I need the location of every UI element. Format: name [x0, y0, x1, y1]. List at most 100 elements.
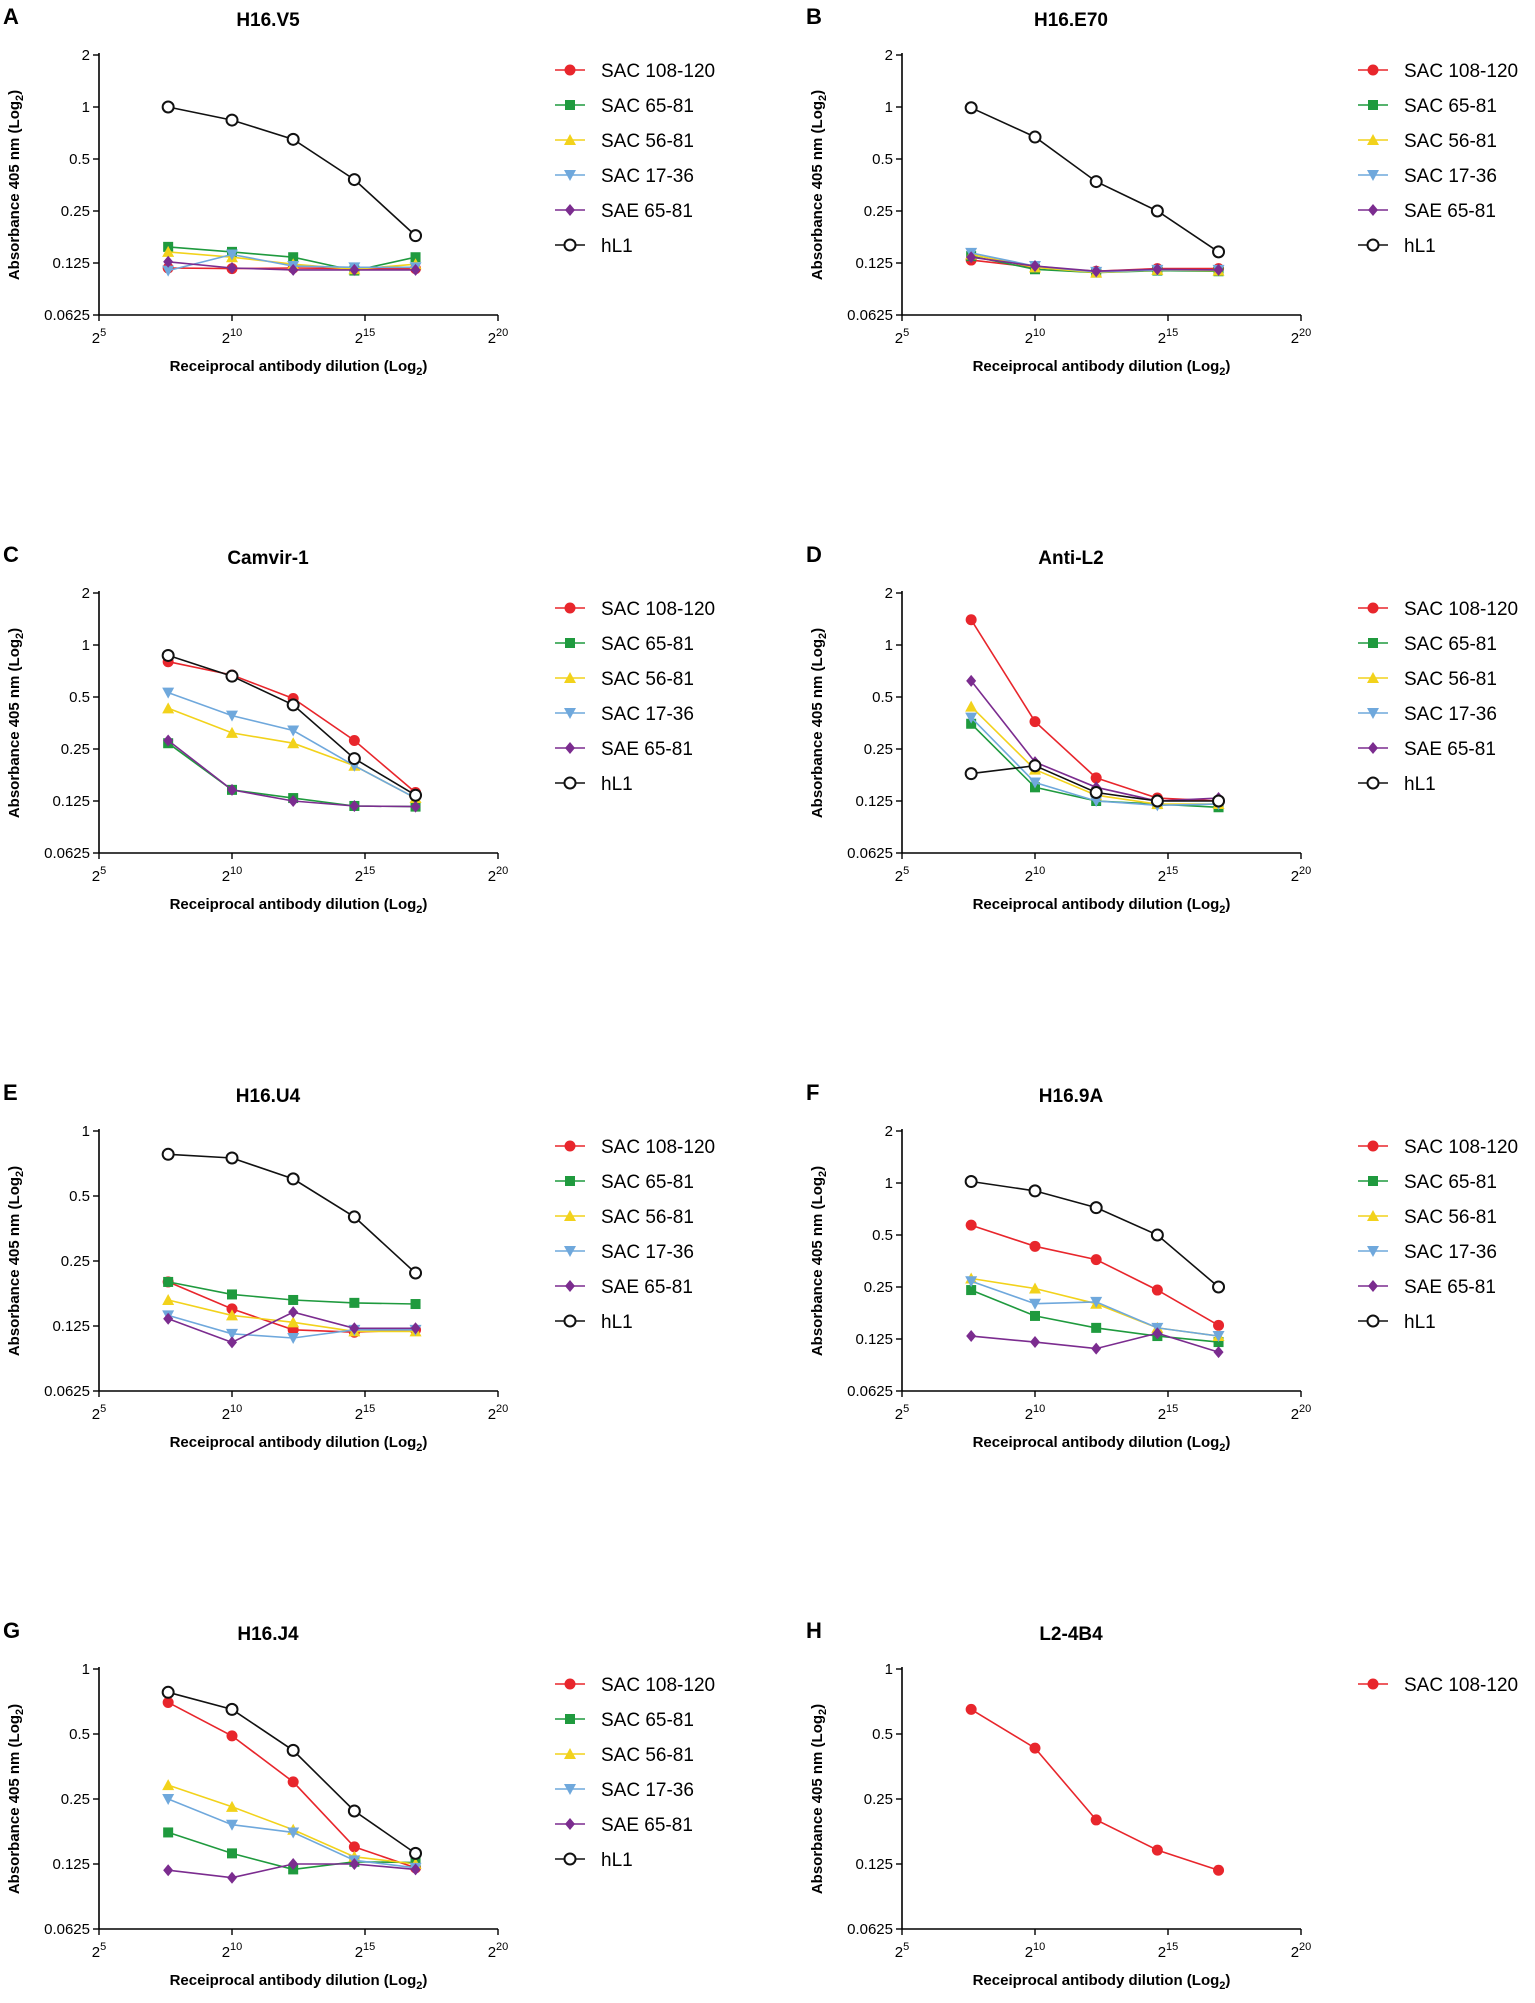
- y-tick-label: 0.5: [872, 689, 893, 706]
- data-point: [226, 1309, 238, 1321]
- legend-item-sac-56-81: SAC 56-81: [1358, 669, 1497, 690]
- panel-letter: B: [806, 4, 822, 29]
- y-tick-label: 0.125: [52, 1318, 90, 1335]
- legend-marker: [563, 1314, 577, 1328]
- data-point: [227, 261, 237, 274]
- legend-marker: [563, 1852, 577, 1866]
- y-tick-label: 0.5: [69, 689, 90, 706]
- legend-item-sac-65-81: SAC 65-81: [1358, 634, 1497, 655]
- legend-marker: [564, 1140, 576, 1152]
- chart-title: L2-4B4: [1039, 1624, 1103, 1645]
- y-axis-label: Absorbance 405 nm (Log2): [6, 1166, 26, 1356]
- data-point: [226, 249, 238, 261]
- data-point: [347, 752, 361, 766]
- legend-label: SAE 65-81: [1404, 201, 1496, 222]
- legend-item-sac-108-120: SAC 108-120: [1358, 599, 1518, 620]
- legend-label: SAE 65-81: [601, 201, 693, 222]
- data-point: [163, 255, 174, 268]
- legend-item-hl1: hL1: [555, 1312, 633, 1333]
- series-sac-108-120: [965, 1219, 1225, 1331]
- legend-marker: [1368, 1176, 1378, 1186]
- data-point: [287, 1776, 299, 1788]
- data-point: [410, 1322, 421, 1335]
- data-point: [1212, 245, 1226, 259]
- legend-label: SAC 56-81: [601, 1207, 694, 1228]
- data-point: [964, 101, 978, 115]
- series-hl1: [161, 648, 423, 802]
- legend-item-sac-17-36: SAC 17-36: [555, 704, 694, 725]
- y-tick-label: 0.5: [69, 1188, 90, 1205]
- data-point: [1029, 777, 1041, 789]
- legend-label: SAC 65-81: [1404, 96, 1497, 117]
- y-tick-label: 0.5: [69, 151, 90, 168]
- series-line: [167, 1784, 416, 1865]
- legend-marker: [1367, 1140, 1379, 1152]
- y-axis-label: Absorbance 405 nm (Log2): [809, 90, 829, 280]
- y-tick-label: 2: [885, 585, 893, 602]
- data-point: [287, 1316, 300, 1328]
- x-tick-label: 215: [1158, 865, 1179, 885]
- x-tick-label: 210: [222, 1403, 243, 1423]
- legend-label: hL1: [1404, 774, 1436, 795]
- data-point: [1029, 1282, 1041, 1294]
- data-point: [349, 1297, 360, 1308]
- y-tick-label: 0.5: [69, 1726, 90, 1743]
- legend-label: hL1: [601, 774, 633, 795]
- legend-item-hl1: hL1: [555, 236, 633, 257]
- x-axis-label: Receiprocal antibody dilution (Log2): [973, 1434, 1231, 1454]
- legend-label: SAC 17-36: [601, 1780, 694, 1801]
- legend-label: SAC 56-81: [1404, 1207, 1497, 1228]
- x-tick-label: 25: [895, 1403, 909, 1423]
- series-sac-56-81: [162, 1779, 422, 1869]
- data-point: [163, 1312, 174, 1325]
- legend-marker: [564, 1748, 576, 1759]
- data-point: [965, 1219, 977, 1231]
- x-tick-label: 220: [488, 865, 509, 885]
- y-tick-label: 0.25: [864, 741, 893, 758]
- data-point: [286, 698, 300, 712]
- y-tick-label: 0.5: [872, 1227, 893, 1244]
- x-tick-label: 25: [895, 327, 909, 347]
- data-point: [161, 100, 175, 114]
- series-line: [167, 654, 416, 796]
- data-point: [1150, 204, 1164, 218]
- data-point: [409, 788, 423, 802]
- legend-item-sac-65-81: SAC 65-81: [555, 634, 694, 655]
- panel-letter: E: [3, 1080, 18, 1105]
- x-tick-label: 210: [1025, 865, 1046, 885]
- chart-title: H16.V5: [236, 10, 300, 31]
- data-point: [1028, 1184, 1042, 1198]
- data-point: [349, 1322, 360, 1335]
- legend-item-sac-56-81: SAC 56-81: [555, 1207, 694, 1228]
- data-point: [162, 1794, 175, 1805]
- data-point: [226, 726, 238, 738]
- y-tick-label: 0.0625: [847, 307, 893, 324]
- x-tick-label: 210: [1025, 1941, 1046, 1961]
- x-tick-label: 25: [92, 1403, 106, 1423]
- legend-item-sac-17-36: SAC 17-36: [555, 1242, 694, 1263]
- x-tick-label: 210: [222, 865, 243, 885]
- x-tick-label: 215: [355, 1403, 376, 1423]
- legend-label: SAC 108-120: [1404, 1675, 1518, 1696]
- data-point: [349, 263, 360, 276]
- legend-label: SAC 108-120: [1404, 599, 1518, 620]
- legend-marker: [564, 602, 576, 614]
- data-point: [966, 1330, 977, 1343]
- legend-marker: [565, 100, 575, 110]
- series-hl1: [964, 759, 1226, 808]
- legend-item-hl1: hL1: [1358, 236, 1436, 257]
- data-point: [1151, 1844, 1163, 1856]
- legend-label: SAC 56-81: [601, 1745, 694, 1766]
- panel-letter: F: [806, 1080, 819, 1105]
- legend-item-sac-65-81: SAC 65-81: [555, 1172, 694, 1193]
- y-tick-label: 0.0625: [847, 1383, 893, 1400]
- y-tick-label: 1: [885, 637, 893, 654]
- legend-item-hl1: hL1: [1358, 774, 1436, 795]
- legend-label: SAE 65-81: [1404, 1277, 1496, 1298]
- series-sac-56-81: [162, 702, 422, 804]
- series-line: [168, 106, 417, 237]
